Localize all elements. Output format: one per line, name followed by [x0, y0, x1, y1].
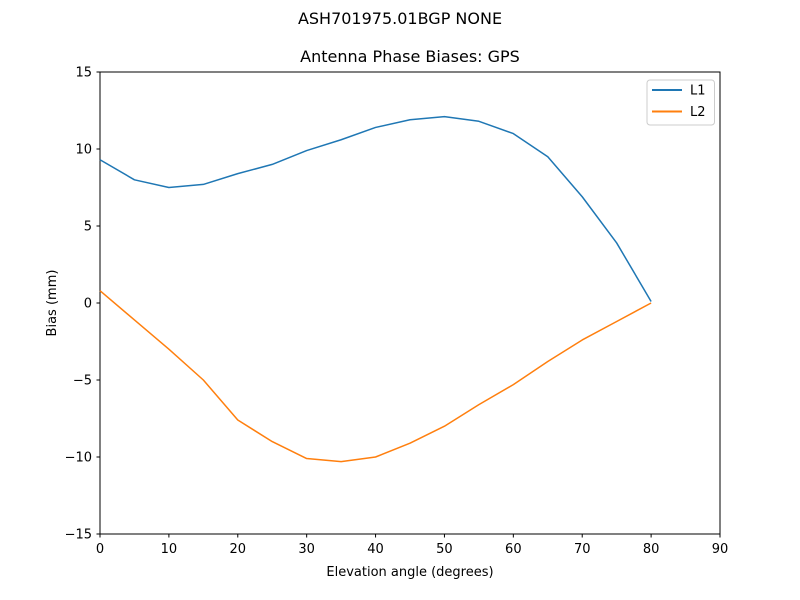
x-axis-label: Elevation angle (degrees) — [326, 565, 493, 580]
y-tick-label: 5 — [84, 220, 92, 235]
x-tick-label: 0 — [96, 542, 104, 557]
y-tick-label: 10 — [75, 143, 92, 158]
x-tick-label: 30 — [298, 542, 315, 557]
x-tick-label: 40 — [367, 542, 384, 557]
figure-suptitle: ASH701975.01BGP NONE — [298, 9, 502, 28]
series-line-l1 — [99, 115, 652, 302]
series-layer — [99, 115, 652, 463]
x-tick-label: 70 — [574, 542, 591, 557]
y-tick-label: 0 — [84, 297, 92, 312]
x-tick-label: 60 — [505, 542, 522, 557]
legend-label-l2: L2 — [690, 105, 706, 120]
x-tick-label: 20 — [230, 542, 247, 557]
x-tick-label: 50 — [436, 542, 453, 557]
x-tick-label: 90 — [712, 542, 729, 557]
axes-spines — [99, 71, 721, 535]
legend-box — [646, 79, 715, 126]
y-tick-label: −5 — [73, 374, 92, 389]
x-tick-label: 80 — [643, 542, 660, 557]
axes-title: Antenna Phase Biases: GPS — [300, 47, 520, 66]
x-tick-label: 10 — [161, 542, 178, 557]
series-line-l2 — [99, 290, 652, 463]
axes-layer: 0 10 20 30 40 50 60 70 80 90 −15 −10 −5 0 5 10 15 — [65, 66, 729, 558]
y-tick-label: −15 — [65, 528, 92, 543]
y-tick-label: 15 — [75, 66, 92, 81]
y-axis-label: Bias (mm) — [45, 270, 60, 337]
legend-label-l1: L1 — [690, 84, 706, 99]
y-tick-label: −10 — [65, 451, 92, 466]
